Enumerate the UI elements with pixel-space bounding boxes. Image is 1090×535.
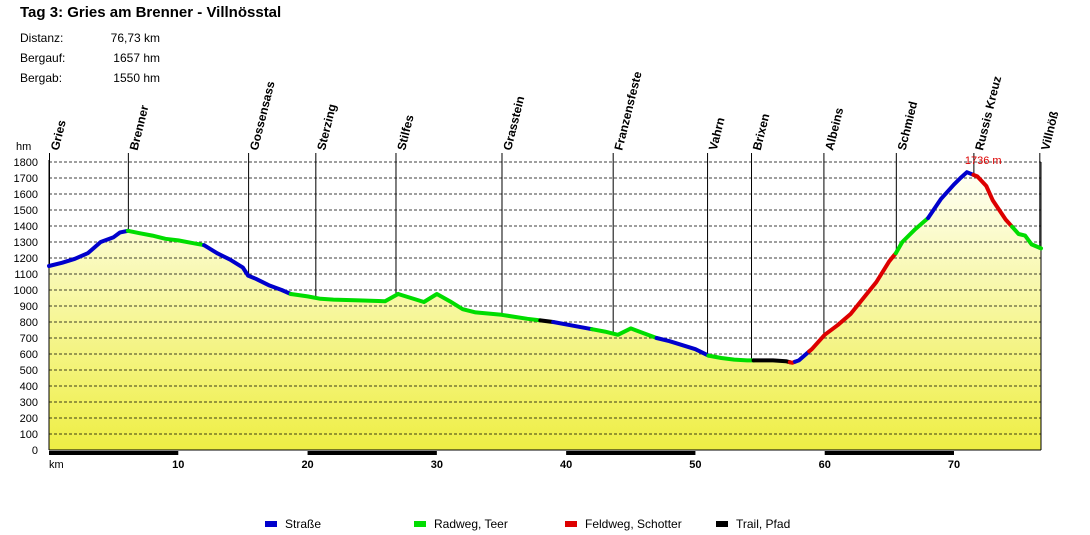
x-unit-label: km — [49, 459, 64, 471]
y-tick-label: 1300 — [14, 237, 38, 249]
legend-item-feldweg: Feldweg, Schotter — [565, 517, 682, 531]
x-axis-band — [566, 451, 696, 455]
profile-segment-radweg — [590, 326, 659, 340]
legend-label: Feldweg, Schotter — [585, 517, 682, 531]
profile-segment-strasse — [654, 336, 711, 358]
waypoint-label: Franzensfeste — [612, 70, 645, 152]
x-tick-label: 40 — [560, 459, 572, 471]
profile-segment-radweg — [288, 292, 401, 304]
legend-label: Radweg, Teer — [434, 517, 508, 531]
profile-area — [49, 172, 1041, 450]
stat-label: Bergab: — [20, 71, 63, 85]
legend-item-radweg: Radweg, Teer — [414, 517, 508, 531]
waypoint-label: Grasstein — [500, 95, 527, 152]
x-axis-band — [307, 451, 437, 455]
waypoint-label: Stilfes — [394, 113, 416, 152]
y-tick-label: 900 — [20, 301, 38, 313]
legend-swatch — [716, 520, 728, 527]
waypoint-label: Brixen — [750, 112, 773, 152]
x-tick-label: 20 — [301, 459, 313, 471]
x-tick-label: 10 — [172, 459, 184, 471]
y-tick-label: 0 — [32, 445, 38, 457]
y-tick-label: 500 — [20, 365, 38, 377]
profile-segment-radweg — [1010, 224, 1043, 251]
y-tick-label: 400 — [20, 381, 38, 393]
profile-segment-radweg — [706, 353, 756, 363]
page-title: Tag 3: Gries am Brenner - Villnösstal — [20, 4, 282, 21]
y-tick-label: 1800 — [14, 157, 38, 169]
waypoint-label: Gries — [48, 118, 69, 151]
y-tick-label: 800 — [20, 317, 38, 329]
y-unit-label: hm — [16, 141, 31, 153]
waypoint-label: Villnöß — [1038, 110, 1061, 152]
y-tick-label: 1200 — [14, 253, 38, 265]
profile-segment-feldweg — [971, 172, 1015, 229]
x-tick-label: 70 — [948, 459, 960, 471]
x-tick-label: 50 — [689, 459, 701, 471]
legend-item-trail: Trail, Pfad — [716, 517, 790, 531]
waypoint-label: Sterzing — [314, 102, 339, 151]
profile-segment-strasse — [551, 320, 594, 332]
y-tick-label: 1100 — [14, 269, 38, 281]
y-tick-label: 200 — [20, 413, 38, 425]
profile-segment-radweg — [893, 216, 931, 256]
y-tick-label: 300 — [20, 397, 38, 409]
profile-segment-trail — [538, 318, 556, 324]
x-axis-band — [49, 451, 179, 455]
waypoint-label: Gossensass — [247, 79, 278, 151]
stat-value: 76,73 km — [110, 31, 160, 45]
y-tick-label: 1500 — [14, 205, 38, 217]
x-tick-label: 60 — [819, 459, 831, 471]
legend-swatch — [565, 520, 577, 527]
profile-segment-strasse — [793, 349, 812, 364]
waypoint-label: Albeins — [822, 106, 846, 152]
stat-value: 1550 hm — [113, 71, 160, 85]
y-tick-label: 700 — [20, 333, 38, 345]
legend-swatch — [414, 520, 426, 527]
y-tick-label: 1700 — [14, 173, 38, 185]
y-tick-label: 600 — [20, 349, 38, 361]
y-tick-label: 1400 — [14, 221, 38, 233]
profile-segment-trail — [751, 358, 792, 365]
x-tick-label: 30 — [431, 459, 443, 471]
x-axis-band — [824, 451, 954, 455]
profile-segment-strasse — [47, 228, 130, 268]
profile-segment-strasse — [202, 243, 293, 296]
waypoint-label: Vahrn — [706, 116, 728, 152]
legend-swatch — [265, 520, 277, 527]
waypoint-label: Schmied — [895, 100, 921, 152]
profile-segment-radweg — [125, 228, 207, 248]
legend-item-strasse: Straße — [265, 517, 321, 531]
waypoint-label: Brenner — [127, 103, 152, 151]
stat-label: Distanz: — [20, 31, 64, 45]
stat-label: Bergauf: — [20, 51, 66, 65]
y-tick-label: 100 — [20, 429, 38, 441]
y-tick-label: 1600 — [14, 189, 38, 201]
max-elevation-label: 1736 m — [965, 155, 1002, 167]
legend-label: Trail, Pfad — [736, 517, 791, 531]
profile-segment-strasse — [926, 170, 976, 220]
profile-segment-feldweg — [807, 251, 898, 354]
y-tick-label: 1000 — [14, 285, 38, 297]
stat-value: 1657 hm — [113, 51, 160, 65]
legend-label: Straße — [285, 517, 322, 531]
waypoint-label: Russis Kreuz — [972, 75, 1004, 152]
profile-segment-radweg — [396, 292, 543, 323]
